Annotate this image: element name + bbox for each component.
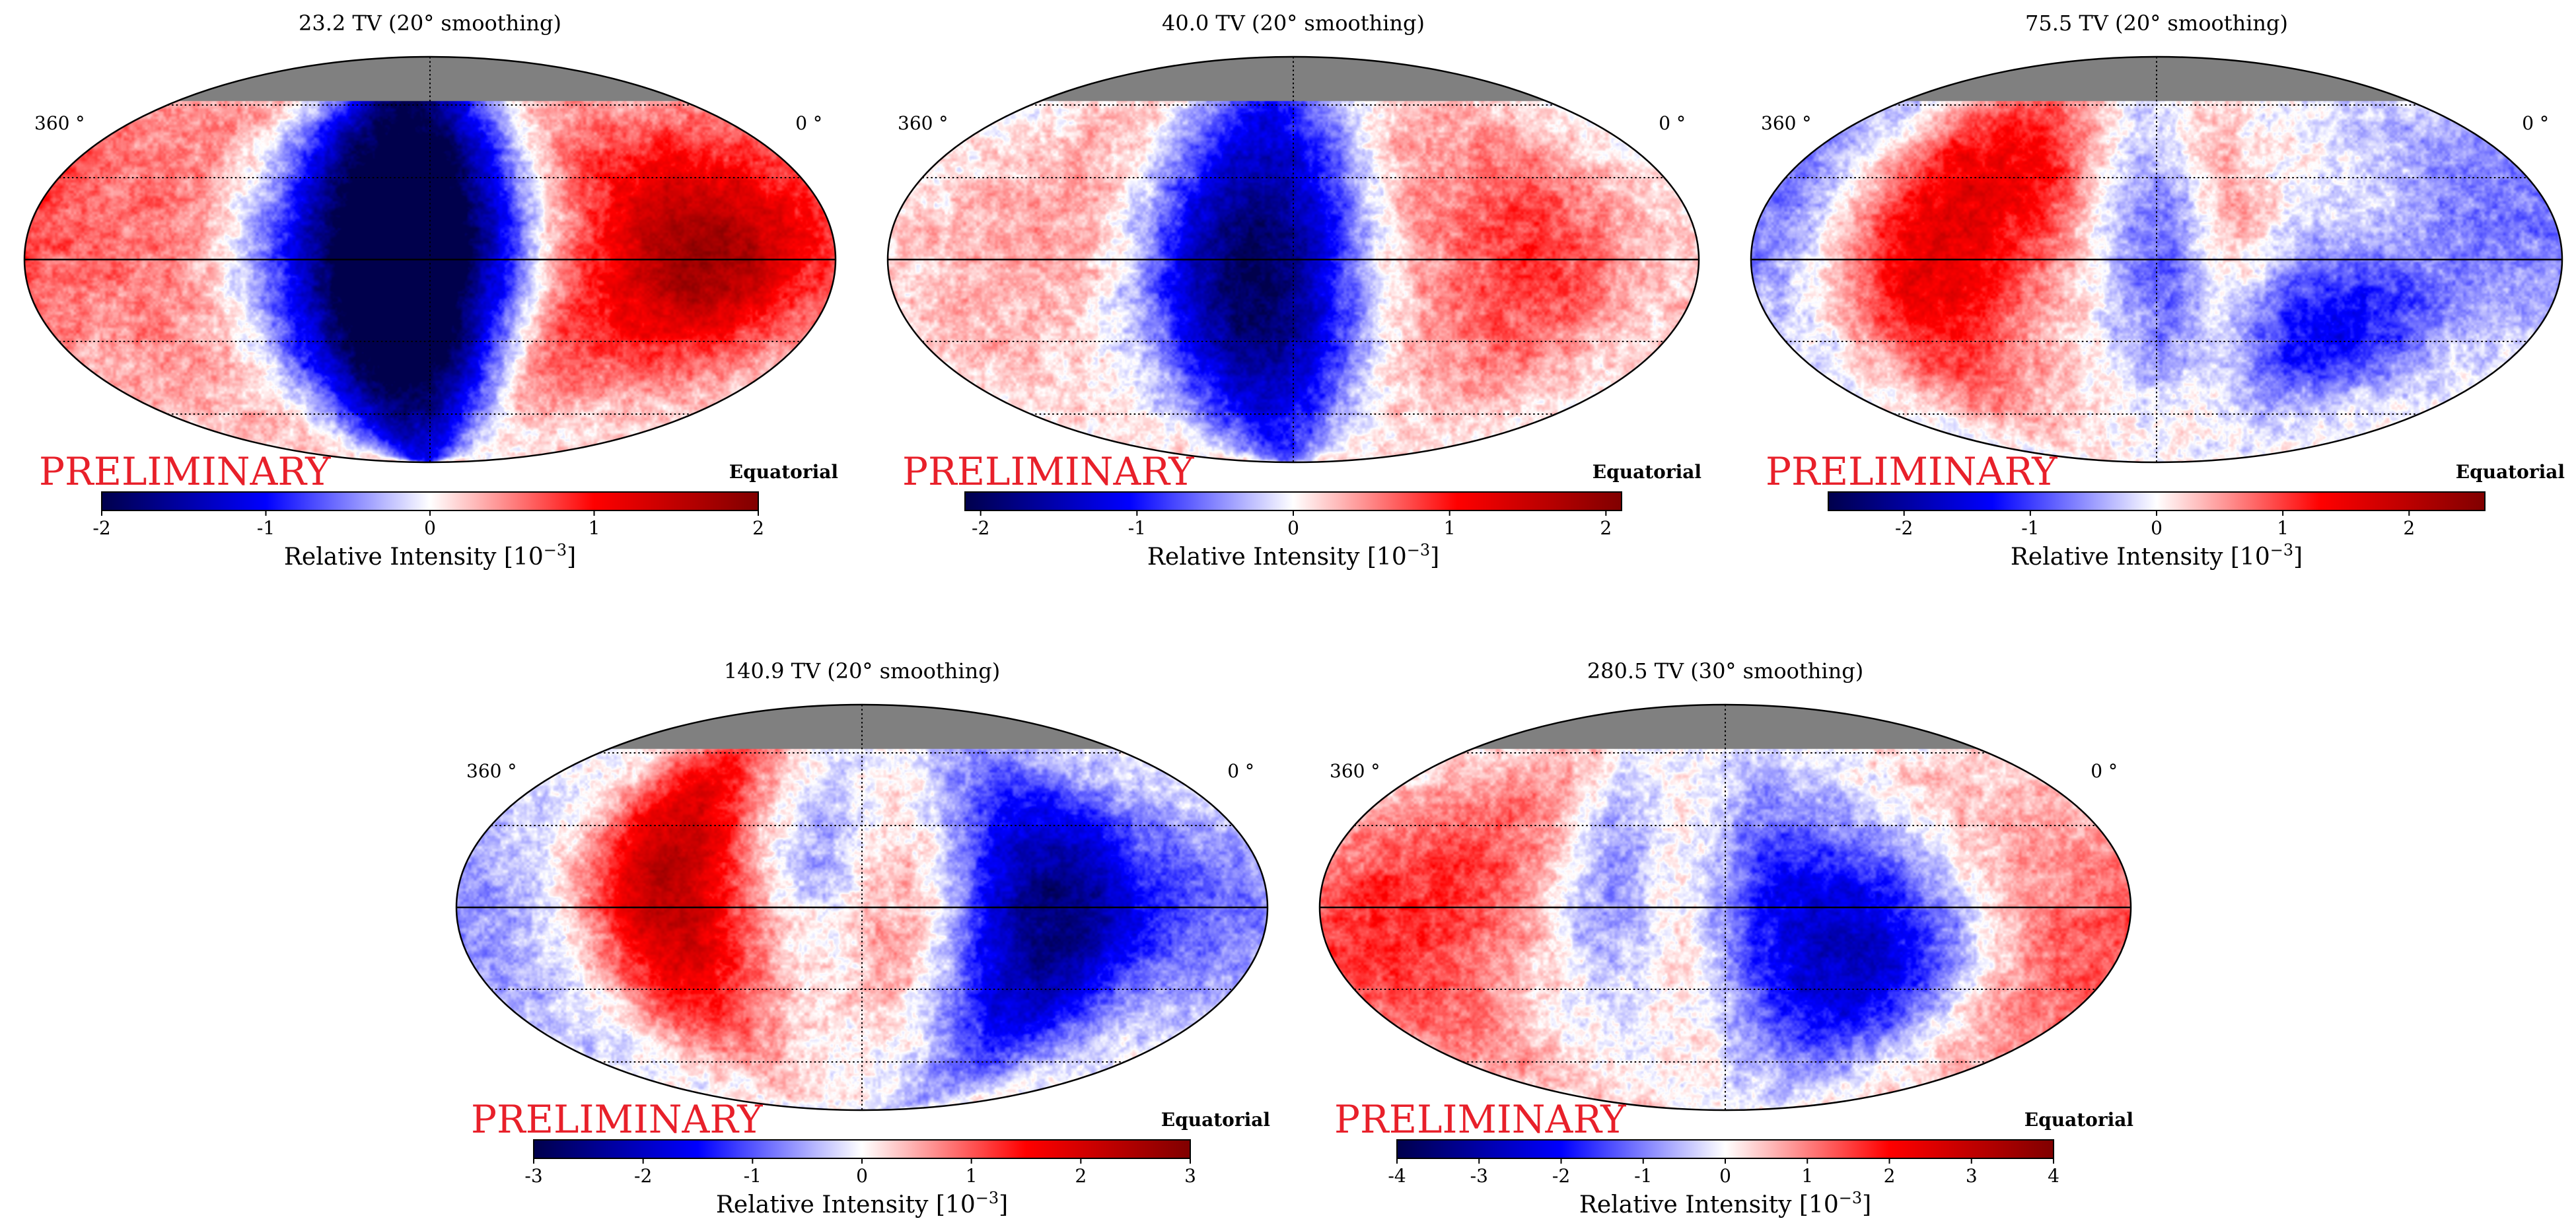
colorbar-tick-label: 1	[966, 1165, 978, 1187]
colorbar-tick-label: 0	[1287, 517, 1299, 539]
colorbar: -2 -1 0 1 2 Relative Intensity [10−3]	[92, 491, 764, 571]
map-boundary	[1750, 55, 2563, 464]
colorbar-tick-label: -2	[972, 517, 989, 539]
colorbar-tick-label: -1	[1634, 1165, 1652, 1187]
colorbar-label: Relative Intensity [10−3]	[716, 1189, 1008, 1218]
colorbar-tick-label: 2	[1884, 1165, 1896, 1187]
colorbar-tick-label: -3	[1470, 1165, 1488, 1187]
lon-label-left: 360 °	[466, 760, 517, 782]
coord-system-label: Equatorial	[1592, 461, 1701, 483]
panel-title: 140.9 TV (20° smoothing)	[724, 658, 1000, 684]
colorbar-label: Relative Intensity [10−3]	[2011, 541, 2303, 571]
colorbar-tick-label: 2	[1075, 1165, 1087, 1187]
colorbar-tick-label: -1	[744, 1165, 762, 1187]
colorbar-gradient	[101, 491, 759, 511]
coord-system-label: Equatorial	[1161, 1109, 1270, 1131]
preliminary-watermark: PRELIMINARY	[471, 1097, 763, 1142]
colorbar-tick-label: 0	[2151, 517, 2163, 539]
colorbar-tick-label: -2	[92, 517, 110, 539]
colorbar-gradient	[1396, 1139, 2054, 1159]
preliminary-watermark: PRELIMINARY	[39, 449, 331, 494]
panel-title: 40.0 TV (20° smoothing)	[1162, 11, 1425, 36]
lon-label-right: 0 °	[1659, 112, 1686, 134]
colorbar-tick-label: 2	[752, 517, 764, 539]
colorbar-tick-label: -1	[2021, 517, 2039, 539]
coord-system-label: Equatorial	[2024, 1109, 2133, 1131]
colorbar: -2 -1 0 1 2 Relative Intensity [10−3]	[964, 491, 1622, 571]
colorbar-label: Relative Intensity [10−3]	[1579, 1189, 1871, 1218]
skymap-panel-1: 23.2 TV (20° smoothing) 360 ° 0 ° Equatoria…	[24, 11, 838, 571]
lon-label-right: 0 °	[2522, 112, 2549, 134]
colorbar-tick-label: 0	[424, 517, 436, 539]
colorbar-tick-label: -4	[1388, 1165, 1406, 1187]
colorbar: -2 -1 0 1 2 Relative Intensity [10−3]	[1828, 491, 2486, 571]
lon-label-right: 0 °	[2091, 760, 2118, 782]
lon-label-left: 360 °	[1330, 760, 1380, 782]
colorbar-tick-label: -1	[1128, 517, 1146, 539]
panel-title: 280.5 TV (30° smoothing)	[1587, 658, 1863, 684]
colorbar-tick-label: -3	[524, 1165, 542, 1187]
colorbar-gradient	[533, 1139, 1191, 1159]
colorbar-tick-label: 1	[1801, 1165, 1813, 1187]
colorbar-tick-label: -1	[257, 517, 275, 539]
colorbar-tick-label: 1	[2277, 517, 2289, 539]
map-boundary	[1318, 703, 2132, 1111]
colorbar-tick-label: -2	[1895, 517, 1913, 539]
coord-system-label: Equatorial	[2456, 461, 2565, 483]
lon-label-left: 360 °	[1761, 112, 1811, 134]
skymap-panel-3: 75.5 TV (20° smoothing) 360 ° 0 ° Equatoria…	[1751, 11, 2565, 571]
map-boundary	[455, 703, 1269, 1111]
colorbar-tick-label: 1	[1444, 517, 1456, 539]
panel-title: 23.2 TV (20° smoothing)	[299, 11, 561, 36]
colorbar-tick-label: 0	[1719, 1165, 1731, 1187]
preliminary-watermark: PRELIMINARY	[1334, 1097, 1626, 1142]
colorbar-tick-label: -2	[1552, 1165, 1570, 1187]
colorbar-tick-label: 3	[1184, 1165, 1196, 1187]
colorbar-tick-label: -2	[634, 1165, 652, 1187]
colorbar-gradient	[964, 491, 1622, 511]
panel-title: 75.5 TV (20° smoothing)	[2025, 11, 2288, 36]
colorbar-tick-label: 2	[1600, 517, 1612, 539]
colorbar-label: Relative Intensity [10−3]	[284, 541, 576, 571]
colorbar: -3 -2 -1 0 1 2 3 Relative Intensity [10−3]	[524, 1139, 1196, 1218]
colorbar-tick-label: 1	[589, 517, 600, 539]
map-boundary	[886, 55, 1700, 464]
coord-system-label: Equatorial	[729, 461, 838, 483]
colorbar: -4 -3 -2 -1 0 1 2 3 4 Relative Intensity [10−3]	[1388, 1139, 2059, 1218]
colorbar-tick-label: 0	[856, 1165, 868, 1187]
colorbar-tick-label: 2	[2403, 517, 2415, 539]
skymap-panel-2: 40.0 TV (20° smoothing) 360 ° 0 ° Equatoria…	[888, 11, 1701, 571]
colorbar-gradient	[1828, 491, 2486, 511]
lon-label-right: 0 °	[1227, 760, 1254, 782]
colorbar-tick-label: 3	[1966, 1165, 1978, 1187]
skymap-panel-5: 280.5 TV (30° smoothing) 360 ° 0 ° Equatori…	[1320, 658, 2133, 1218]
map-boundary	[23, 55, 837, 464]
preliminary-watermark: PRELIMINARY	[902, 449, 1194, 494]
skymap-panel-4: 140.9 TV (20° smoothing) 360 ° 0 ° Equatori…	[456, 658, 1270, 1218]
lon-label-left: 360 °	[898, 112, 948, 134]
colorbar-label: Relative Intensity [10−3]	[1147, 541, 1439, 571]
lon-label-right: 0 °	[795, 112, 822, 134]
preliminary-watermark: PRELIMINARY	[1766, 449, 2057, 494]
lon-label-left: 360 °	[34, 112, 85, 134]
colorbar-tick-label: 4	[2048, 1165, 2059, 1187]
